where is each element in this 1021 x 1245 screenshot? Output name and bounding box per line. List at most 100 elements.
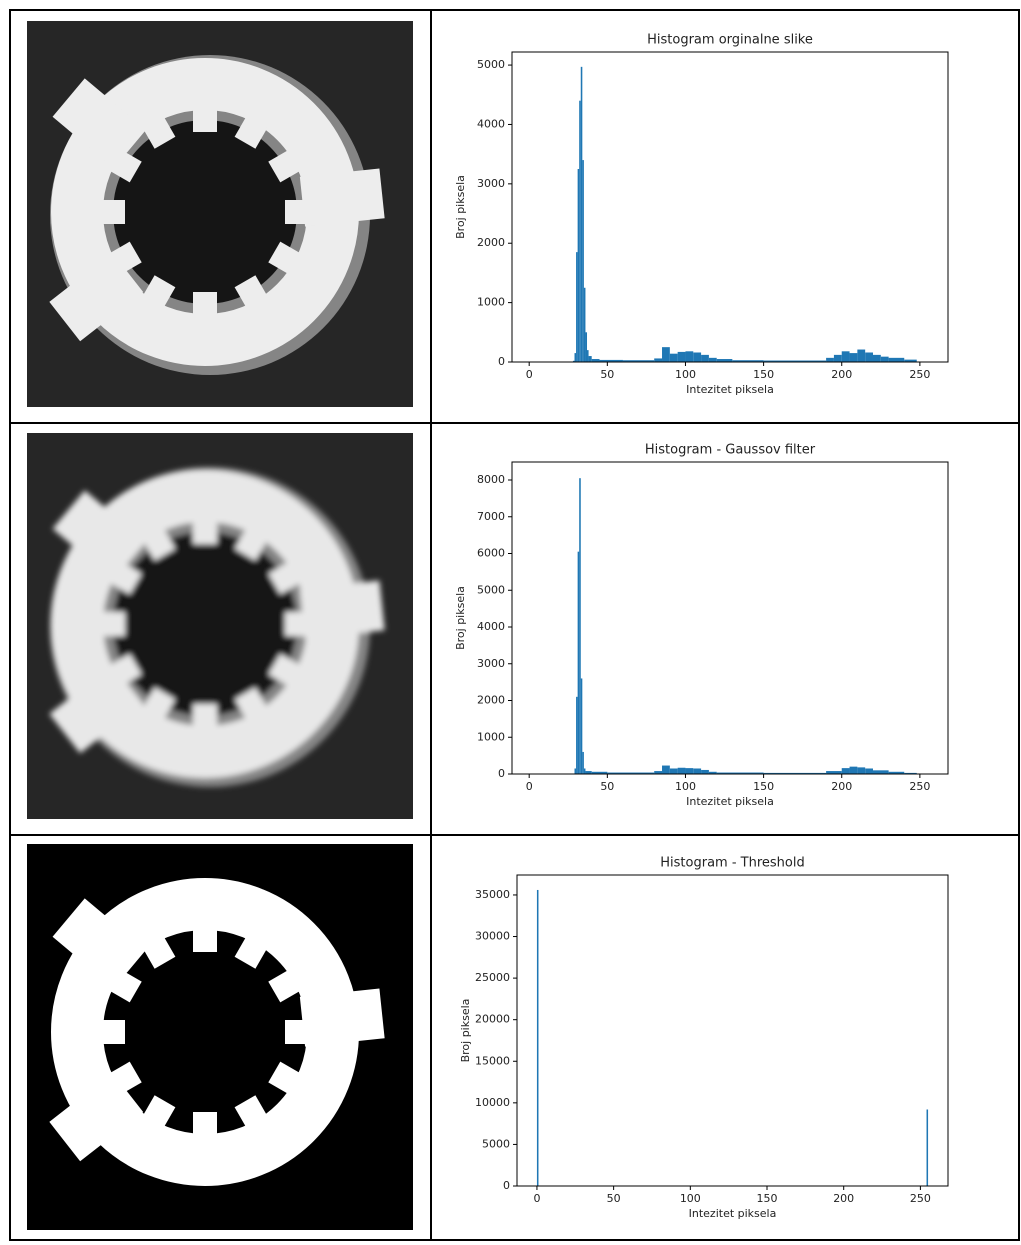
histogram-bar (841, 768, 850, 774)
histogram-bar (580, 678, 583, 774)
gaussian-image (27, 433, 413, 819)
x-tick-label: 150 (757, 1192, 778, 1205)
y-tick-label: 30000 (475, 930, 510, 943)
x-tick-label: 150 (753, 780, 774, 793)
y-tick-label: 6000 (477, 547, 505, 560)
y-tick-label: 8000 (477, 473, 505, 486)
y-tick-label: 10000 (475, 1096, 510, 1109)
y-tick-label: 0 (503, 1179, 510, 1192)
histogram-bar (857, 767, 866, 774)
chart-title: Histogram - Threshold (660, 856, 804, 871)
x-axis-label: Intezitet piksela (689, 1207, 777, 1220)
histogram-bar (579, 100, 581, 362)
x-tick-label: 150 (753, 368, 774, 381)
x-tick-label: 50 (600, 368, 614, 381)
histogram-bar (716, 772, 764, 774)
histogram-bar (582, 751, 584, 774)
x-tick-label: 250 (910, 1192, 931, 1205)
histogram-bar (662, 765, 670, 774)
histogram-bar (926, 1109, 929, 1186)
histogram-bar (579, 478, 581, 774)
histogram-bar (693, 768, 702, 774)
histogram-bar (872, 770, 889, 774)
histogram-bar (576, 696, 578, 774)
histogram-bar (857, 349, 866, 362)
x-tick-label: 0 (526, 780, 533, 793)
y-tick-label: 2000 (477, 236, 505, 249)
histogram-bar (701, 354, 709, 362)
histogram-bar (654, 771, 663, 774)
x-tick-label: 0 (526, 368, 533, 381)
y-tick-label: 7000 (477, 510, 505, 523)
histogram-bar (763, 772, 827, 774)
histogram-bar (888, 771, 905, 774)
y-tick-label: 0 (498, 767, 505, 780)
histogram-bar (607, 772, 655, 774)
histogram-bar (841, 351, 850, 362)
x-tick-label: 200 (831, 780, 852, 793)
y-tick-label: 5000 (477, 583, 505, 596)
x-tick-label: 50 (607, 1192, 621, 1205)
histogram-bar (591, 359, 600, 362)
histogram-bar (708, 771, 717, 774)
histogram-bar (577, 168, 580, 362)
histogram-bar (622, 360, 655, 362)
histogram-bar (716, 359, 733, 362)
histogram-bar (591, 771, 608, 774)
histogram-bar (880, 356, 889, 362)
x-axis-label: Intezitet piksela (686, 795, 774, 808)
histogram-bar (585, 332, 588, 362)
original-image (27, 21, 413, 407)
histogram-bar (826, 357, 834, 362)
histogram-bar (587, 350, 589, 362)
histogram-bar (669, 353, 678, 362)
histogram-bar (826, 771, 842, 774)
y-tick-label: 25000 (475, 971, 510, 984)
histogram-bar (583, 768, 586, 774)
histogram-bar (583, 287, 586, 362)
histogram-bar (849, 353, 858, 362)
plot-frame (511, 51, 949, 363)
x-axis-label: Intezitet piksela (686, 383, 774, 396)
y-tick-label: 20000 (475, 1013, 510, 1026)
histogram-bar (888, 357, 905, 362)
histogram-bar (685, 351, 694, 362)
x-tick-label: 250 (909, 780, 930, 793)
histogram-bar (654, 358, 663, 362)
histogram-bar (582, 160, 584, 362)
histogram-bar (572, 360, 575, 362)
histogram-bar (577, 551, 580, 774)
y-tick-label: 4000 (477, 620, 505, 633)
histogram-bar (708, 357, 717, 362)
histogram-bar (693, 352, 702, 362)
y-tick-label: 0 (498, 355, 505, 368)
y-tick-label: 3000 (477, 177, 505, 190)
threshold-image (27, 844, 413, 1230)
histogram-bar (585, 771, 592, 774)
y-tick-label: 5000 (482, 1137, 510, 1150)
y-tick-label: 2000 (477, 694, 505, 707)
chart-title: Histogram orginalne slike (647, 33, 813, 48)
x-tick-label: 200 (833, 1192, 854, 1205)
table-borders (9, 9, 1020, 1241)
histogram-bar (677, 767, 686, 774)
histogram-bar (588, 356, 592, 362)
x-tick-label: 100 (675, 368, 696, 381)
histogram-bar (849, 766, 858, 774)
histogram-bar (872, 354, 881, 362)
histogram-chart: 0 50 100 150 200 250 0 5000 10000 15000 20000 25000… (459, 856, 949, 1220)
histogram-bar (904, 772, 917, 774)
histogram-bar (685, 768, 694, 774)
y-tick-label: 35000 (475, 888, 510, 901)
x-tick-label: 200 (831, 368, 852, 381)
histogram-bar (701, 769, 709, 774)
histogram-chart: 0 50 100 150 200 250 0 1000 2000 3000 4000 5000 6000… (454, 443, 949, 808)
histogram-bar (580, 66, 583, 362)
chart-title: Histogram - Gaussov filter (645, 443, 816, 458)
histogram-bar (677, 351, 686, 362)
histogram-bar (574, 768, 577, 774)
histogram-bar (662, 347, 670, 362)
x-tick-label: 0 (533, 1192, 540, 1205)
